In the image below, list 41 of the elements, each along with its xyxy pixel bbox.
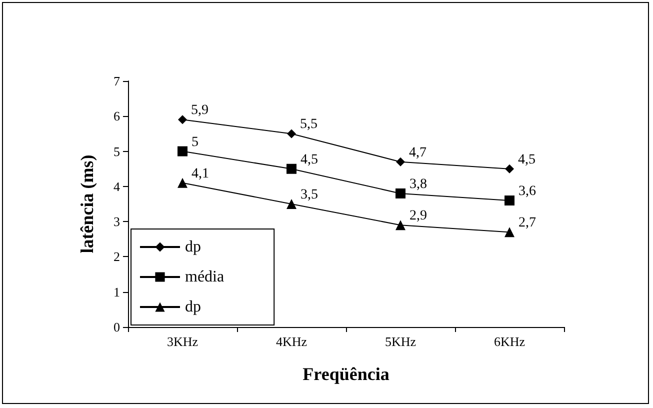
point [396,188,406,198]
point [178,178,188,188]
data-label: 3,5 [300,188,318,202]
point [178,115,187,124]
legend-label: média [185,268,224,286]
y-tick-label: 0 [114,320,120,334]
point [287,129,296,138]
point [396,220,406,230]
data-label: 3,6 [518,184,536,199]
point [504,195,514,206]
data-label: 4,7 [409,145,426,160]
data-label: 5,9 [191,103,208,118]
data-label: 3,8 [410,176,427,192]
x-axis-title: Freqüência [302,364,390,384]
x-tick-label: 3KHz [166,334,198,349]
data-label: 4,5 [300,152,318,168]
legend-label: dp [185,238,201,256]
legend-label: dp [185,298,201,316]
x-tick-label: 4KHz [276,334,308,349]
point [178,146,188,156]
data-label: 5 [192,134,198,150]
y-axis-title: latência (ms) [77,154,97,254]
x-tick-label: 5KHz [384,334,416,349]
x-tick-label: 6KHz [494,334,526,349]
data-label: 2,7 [518,216,536,231]
point [286,199,296,209]
y-tick-label: 5 [114,144,120,159]
y-tick-label: 4 [114,178,120,194]
point [505,164,514,174]
point [286,164,296,174]
y-tick-label: 7 [114,74,120,88]
data-label: 4,5 [518,152,536,168]
y-tick-label: 1 [114,284,120,300]
point [396,157,405,166]
data-label: 5,5 [300,117,318,132]
data-label: 2,9 [410,208,427,224]
point [504,227,514,238]
y-tick-label: 3 [114,214,120,230]
y-tick-label: 2 [114,249,120,264]
data-label: 4,1 [192,166,209,182]
y-tick-label: 6 [114,108,120,124]
